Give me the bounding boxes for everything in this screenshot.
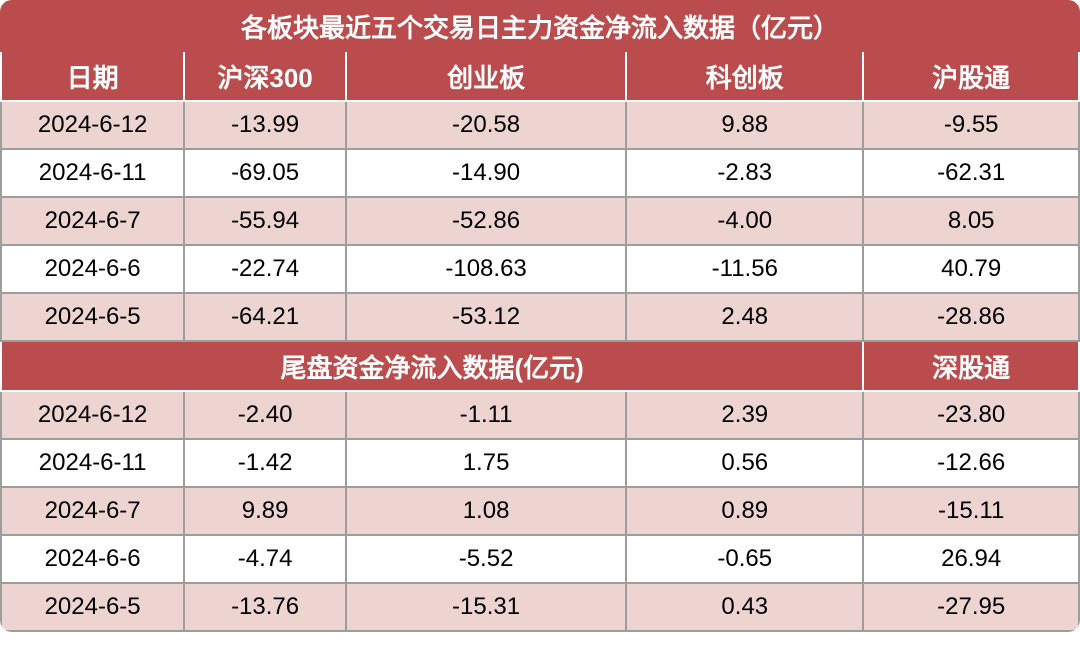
cell-value: -20.58 [346, 101, 626, 149]
table-row: 2024-6-11 -1.42 1.75 0.56 -12.66 [1, 439, 1079, 487]
table-row: 2024-6-5 -64.21 -53.12 2.48 -28.86 [1, 293, 1079, 341]
cell-value: -28.86 [863, 293, 1079, 341]
cell-value: -1.11 [346, 391, 626, 439]
data-table-container: 各板块最近五个交易日主力资金净流入数据（亿元） 日期 沪深300 创业板 科创板… [0, 0, 1080, 632]
cell-value: 1.75 [346, 439, 626, 487]
cell-date: 2024-6-7 [1, 487, 184, 535]
table-row: 2024-6-11 -69.05 -14.90 -2.83 -62.31 [1, 149, 1079, 197]
table-row: 2024-6-7 9.89 1.08 0.89 -15.11 [1, 487, 1079, 535]
subtitle-left: 尾盘资金净流入数据(亿元) [1, 341, 863, 391]
cell-value: -53.12 [346, 293, 626, 341]
cell-value: 0.56 [626, 439, 863, 487]
fund-flow-table: 各板块最近五个交易日主力资金净流入数据（亿元） 日期 沪深300 创业板 科创板… [0, 0, 1080, 632]
col-date: 日期 [1, 51, 184, 101]
cell-date: 2024-6-5 [1, 293, 184, 341]
col-hs300: 沪深300 [184, 51, 346, 101]
cell-value: 0.43 [626, 583, 863, 631]
subtitle-right: 深股通 [863, 341, 1079, 391]
cell-value: -1.42 [184, 439, 346, 487]
cell-value: -27.95 [863, 583, 1079, 631]
cell-value: 40.79 [863, 245, 1079, 293]
cell-value: -13.99 [184, 101, 346, 149]
table-row: 2024-6-12 -2.40 -1.11 2.39 -23.80 [1, 391, 1079, 439]
cell-date: 2024-6-5 [1, 583, 184, 631]
cell-value: 1.08 [346, 487, 626, 535]
table-row: 2024-6-6 -22.74 -108.63 -11.56 40.79 [1, 245, 1079, 293]
cell-value: -2.40 [184, 391, 346, 439]
cell-value: -0.65 [626, 535, 863, 583]
cell-value: -4.74 [184, 535, 346, 583]
col-cyb: 创业板 [346, 51, 626, 101]
cell-value: -5.52 [346, 535, 626, 583]
cell-value: -13.76 [184, 583, 346, 631]
col-kcb: 科创板 [626, 51, 863, 101]
cell-value: 9.89 [184, 487, 346, 535]
table-row: 2024-6-6 -4.74 -5.52 -0.65 26.94 [1, 535, 1079, 583]
cell-value: -69.05 [184, 149, 346, 197]
table-row: 2024-6-5 -13.76 -15.31 0.43 -27.95 [1, 583, 1079, 631]
cell-value: -15.11 [863, 487, 1079, 535]
cell-value: -62.31 [863, 149, 1079, 197]
table-subheader-row: 尾盘资金净流入数据(亿元) 深股通 [1, 341, 1079, 391]
cell-value: -15.31 [346, 583, 626, 631]
cell-value: -14.90 [346, 149, 626, 197]
cell-date: 2024-6-12 [1, 391, 184, 439]
cell-value: 2.48 [626, 293, 863, 341]
cell-value: -55.94 [184, 197, 346, 245]
cell-date: 2024-6-6 [1, 535, 184, 583]
cell-value: -12.66 [863, 439, 1079, 487]
table-row: 2024-6-12 -13.99 -20.58 9.88 -9.55 [1, 101, 1079, 149]
cell-value: -2.83 [626, 149, 863, 197]
cell-date: 2024-6-7 [1, 197, 184, 245]
cell-value: -52.86 [346, 197, 626, 245]
cell-value: 26.94 [863, 535, 1079, 583]
table-title-row: 各板块最近五个交易日主力资金净流入数据（亿元） [1, 1, 1079, 51]
cell-value: 0.89 [626, 487, 863, 535]
cell-value: -64.21 [184, 293, 346, 341]
table-row: 2024-6-7 -55.94 -52.86 -4.00 8.05 [1, 197, 1079, 245]
cell-value: 2.39 [626, 391, 863, 439]
cell-value: -9.55 [863, 101, 1079, 149]
cell-date: 2024-6-11 [1, 149, 184, 197]
cell-value: 9.88 [626, 101, 863, 149]
cell-date: 2024-6-12 [1, 101, 184, 149]
cell-value: -11.56 [626, 245, 863, 293]
table-title: 各板块最近五个交易日主力资金净流入数据（亿元） [1, 1, 1079, 51]
cell-value: -4.00 [626, 197, 863, 245]
cell-value: -108.63 [346, 245, 626, 293]
cell-value: -22.74 [184, 245, 346, 293]
cell-date: 2024-6-6 [1, 245, 184, 293]
cell-date: 2024-6-11 [1, 439, 184, 487]
table-header-row: 日期 沪深300 创业板 科创板 沪股通 [1, 51, 1079, 101]
cell-value: -23.80 [863, 391, 1079, 439]
col-hgt: 沪股通 [863, 51, 1079, 101]
cell-value: 8.05 [863, 197, 1079, 245]
